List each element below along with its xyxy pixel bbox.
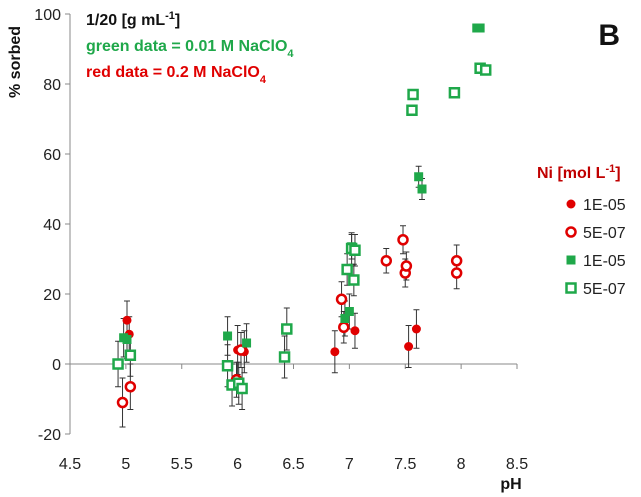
legend-title-superscript: -1	[605, 163, 615, 175]
green-data-annotation: green data = 0.01 M NaClO4	[86, 38, 294, 60]
data-point-green-open-square	[281, 323, 293, 335]
x-tick-label: 5.5	[171, 456, 193, 473]
ratio-annotation: 1/20 [g mL-1]	[86, 10, 180, 29]
x-tick-label: 4.5	[59, 456, 81, 473]
data-point-red-open-circle	[400, 260, 413, 272]
ratio-suffix: ]	[175, 12, 180, 29]
data-points	[112, 23, 492, 409]
x-axis-title: pH	[500, 476, 521, 493]
data-point-red-open-circle	[380, 255, 393, 267]
y-axis-title: % sorbed	[7, 26, 24, 98]
data-point-red-open-circle	[124, 381, 137, 393]
red-note-subscript: 4	[260, 74, 267, 86]
data-point-green-open-square	[448, 87, 461, 99]
data-point-green-open-square	[349, 244, 361, 256]
x-tick-labels: 4.5 5 5.5 6 6.5 7 7.5 8 8.5	[59, 364, 528, 473]
error-bars	[115, 165, 460, 428]
data-point-green-open-square	[236, 382, 248, 395]
data-point-red-open-circle	[335, 293, 348, 305]
data-point-red-open-circle	[235, 344, 247, 356]
legend-label: 5E-07	[583, 281, 626, 298]
data-point-green-filled-square	[344, 307, 354, 316]
legend-marker-green-filled-square	[566, 255, 576, 265]
x-tick-label: 7	[345, 456, 354, 473]
legend: Ni [mol L-1] 1E-05 5E-07 1E-05 5E-07	[537, 163, 626, 298]
data-point-green-filled-square	[122, 335, 132, 344]
y-tick-label: -20	[38, 427, 61, 444]
y-tick-labels: -20 0 20 40 60 80 100	[34, 7, 70, 444]
data-point-green-open-square	[124, 349, 137, 361]
data-point-green-open-square	[278, 351, 291, 363]
data-point-green-filled-square	[340, 314, 350, 323]
data-point-red-filled-circle	[330, 347, 340, 357]
data-point-red-filled-circle	[404, 342, 414, 351]
data-point-red-open-circle	[397, 234, 409, 246]
y-tick-label: 100	[34, 7, 61, 24]
x-tick-label: 7.5	[394, 456, 416, 473]
legend-marker-red-open-circle	[565, 226, 577, 238]
data-point-green-open-square	[407, 88, 419, 101]
legend-marker-red-filled-circle	[566, 199, 576, 209]
data-point-green-open-square	[112, 358, 124, 370]
x-tick-label: 8	[457, 456, 466, 473]
data-point-green-open-square	[406, 104, 418, 116]
x-tick-label: 5	[121, 456, 130, 473]
ratio-superscript: -1	[165, 10, 175, 22]
legend-title-suffix: ]	[615, 165, 620, 182]
data-point-red-filled-circle	[350, 326, 360, 336]
x-tick-label: 6.5	[282, 456, 304, 473]
red-data-annotation: red data = 0.2 M NaClO4	[86, 64, 267, 86]
x-tick-label: 8.5	[506, 456, 528, 473]
x-tick-label: 6	[233, 456, 242, 473]
legend-title-prefix: Ni [mol L	[537, 165, 606, 182]
data-point-green-filled-square	[414, 172, 424, 182]
data-point-red-open-circle	[116, 396, 129, 409]
y-tick-label: 20	[43, 287, 61, 304]
legend-label: 1E-05	[583, 253, 626, 270]
legend-marker-green-open-square	[565, 282, 577, 294]
data-point-green-open-square	[221, 360, 234, 372]
data-point-green-filled-square	[417, 184, 427, 194]
green-note-text: green data = 0.01 M NaClO	[86, 38, 287, 55]
legend-label: 1E-05	[583, 197, 626, 214]
data-point-green-filled-square	[475, 23, 485, 33]
green-note-subscript: 4	[287, 48, 294, 60]
data-point-green-filled-square	[223, 331, 233, 341]
legend-label: 5E-07	[583, 225, 626, 242]
y-tick-label: 0	[52, 357, 61, 374]
data-point-green-open-square	[348, 274, 360, 286]
ratio-prefix: 1/20 [g mL	[86, 12, 165, 29]
data-point-green-filled-square	[242, 338, 252, 348]
legend-items: 1E-05 5E-07 1E-05 5E-07	[565, 197, 626, 298]
panel-label: B	[598, 19, 620, 52]
data-point-red-open-circle	[450, 255, 463, 267]
data-point-red-filled-circle	[411, 324, 421, 334]
y-tick-label: 40	[43, 217, 61, 234]
red-note-text: red data = 0.2 M NaClO	[86, 64, 260, 81]
data-point-green-open-square	[341, 263, 353, 276]
y-tick-label: 80	[43, 77, 61, 94]
data-point-green-open-square	[479, 64, 492, 76]
data-point-red-filled-circle	[122, 315, 132, 325]
y-tick-label: 60	[43, 147, 61, 164]
data-point-red-open-circle	[450, 267, 463, 279]
legend-title: Ni [mol L-1]	[537, 163, 621, 182]
data-point-red-open-circle	[338, 321, 350, 333]
